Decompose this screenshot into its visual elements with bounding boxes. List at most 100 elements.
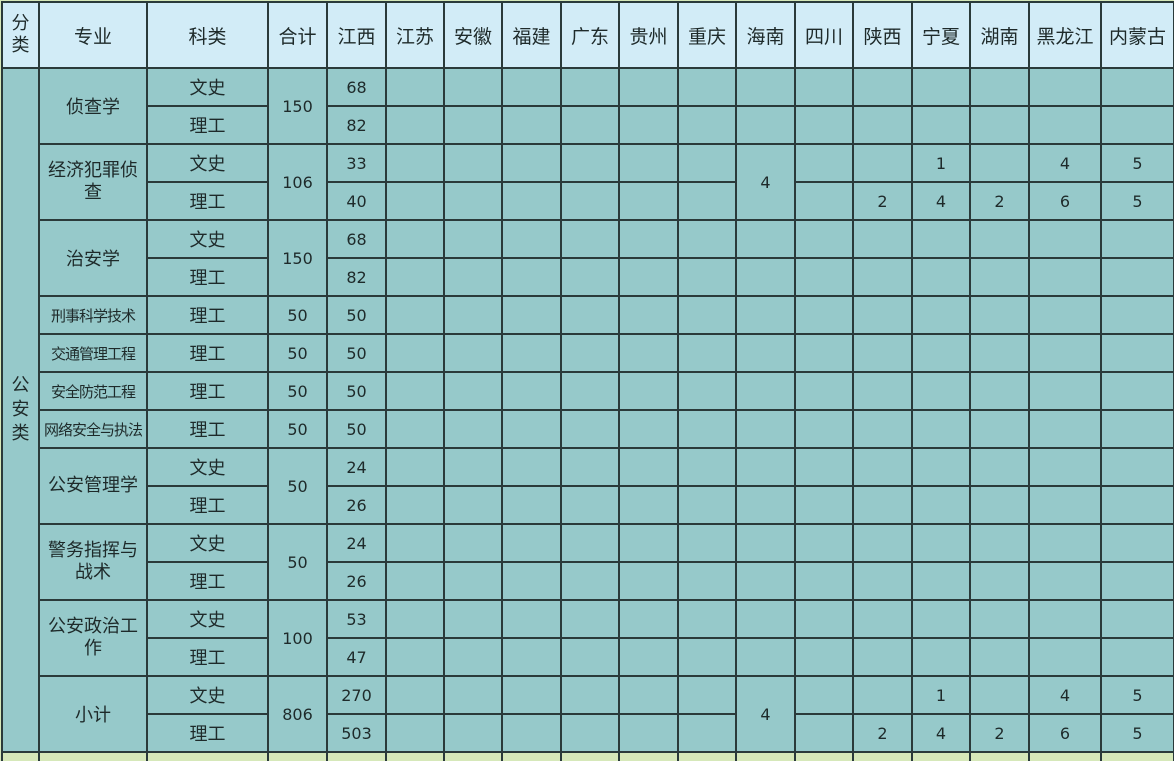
province-value	[852, 523, 913, 563]
province-value: 26	[326, 561, 387, 601]
province-value	[618, 713, 679, 753]
province-value	[794, 105, 854, 145]
province-value	[794, 333, 854, 373]
province-value	[1028, 637, 1102, 677]
province-value	[560, 181, 620, 221]
province-value	[501, 409, 562, 449]
header-province: 江西	[326, 1, 387, 69]
total-value: 50	[267, 447, 328, 525]
table-row: 理工 40 2 4 2 6 5	[2, 181, 1174, 221]
province-value	[852, 219, 913, 259]
province-value: 4	[911, 713, 971, 753]
province-value	[1028, 257, 1102, 297]
province-value	[677, 447, 737, 487]
table-row: 经济犯罪侦查 文史 106 33 4 1 4 5	[2, 143, 1174, 221]
province-value: 2	[969, 181, 1030, 221]
province-value: 4	[911, 181, 971, 221]
province-value	[1100, 599, 1174, 639]
subject-type: 理工	[146, 409, 269, 449]
province-value	[443, 561, 503, 601]
province-value	[911, 599, 971, 639]
province-value	[385, 599, 445, 639]
province-value	[443, 409, 503, 449]
table-row: 理工 503 2 4 2 6 5	[2, 713, 1174, 753]
footer-cell	[1, 751, 40, 761]
province-value	[911, 219, 971, 259]
header-province: 广东	[560, 1, 620, 69]
province-value	[385, 219, 445, 259]
province-value	[677, 219, 737, 259]
province-value	[911, 447, 971, 487]
subject-type: 理工	[146, 713, 269, 753]
province-value	[911, 105, 971, 145]
table-row: 理工 47	[2, 637, 1174, 677]
province-value	[969, 523, 1030, 563]
province-value	[677, 713, 737, 753]
province-value	[1100, 637, 1174, 677]
major-name: 侦查学	[38, 67, 148, 145]
province-value: 5	[1100, 181, 1174, 221]
province-value	[1028, 219, 1102, 259]
province-value	[618, 485, 679, 525]
subject-type: 文史	[146, 447, 269, 487]
province-value	[794, 143, 854, 183]
province-value	[794, 181, 854, 221]
province-value: 5	[1100, 143, 1174, 183]
subject-type: 理工	[146, 485, 269, 525]
province-value	[969, 257, 1030, 297]
province-value	[794, 67, 854, 107]
total-value: 150	[267, 67, 328, 145]
province-value	[385, 371, 445, 411]
header-province: 四川	[794, 1, 854, 69]
province-value	[501, 219, 562, 259]
province-value	[794, 675, 854, 715]
province-value: 1	[911, 675, 971, 715]
province-value	[385, 105, 445, 145]
header-row: 分类 专业 科类 合计 江西 江苏 安徽 福建 广东 贵州 重庆 海南 四川 陕西 宁夏 湖南 黑龙江内…	[1, 1, 1174, 69]
subject-type: 理工	[146, 333, 269, 373]
province-value	[735, 257, 796, 297]
province-value	[911, 333, 971, 373]
province-value	[735, 485, 796, 525]
footer-cell	[326, 751, 387, 761]
province-value	[1028, 409, 1102, 449]
footer-cell	[618, 751, 679, 761]
province-value	[1028, 447, 1102, 487]
province-value	[677, 561, 737, 601]
footer-cell	[560, 751, 620, 761]
province-value	[969, 105, 1030, 145]
province-value	[677, 67, 737, 107]
province-value	[443, 447, 503, 487]
province-value	[911, 295, 971, 335]
province-value	[560, 295, 620, 335]
footer-cell	[385, 751, 445, 761]
province-value	[911, 371, 971, 411]
table-row: 安全防范工程 理工 50 50	[2, 371, 1174, 411]
province-value	[501, 295, 562, 335]
header-province: 陕西	[852, 1, 913, 69]
province-value	[852, 409, 913, 449]
table-row: 理工 82	[2, 257, 1174, 297]
province-value	[677, 485, 737, 525]
province-value	[1100, 523, 1174, 563]
province-value	[794, 257, 854, 297]
province-value	[443, 143, 503, 183]
province-value	[969, 485, 1030, 525]
province-value	[735, 561, 796, 601]
province-value	[852, 371, 913, 411]
province-value	[443, 67, 503, 107]
province-value	[385, 447, 445, 487]
footer-cell	[735, 751, 796, 761]
province-value: 53	[326, 599, 387, 639]
province-value	[852, 447, 913, 487]
subject-type: 理工	[146, 637, 269, 677]
province-value	[1100, 219, 1174, 259]
province-value: 1	[911, 143, 971, 183]
province-value: 4	[1028, 675, 1102, 715]
province-value	[969, 637, 1030, 677]
province-value: 24	[326, 523, 387, 563]
table-row: 网络安全与执法 理工 50 50	[2, 409, 1174, 449]
table-row: 公安类 侦查学 文史 150 68	[1, 67, 1174, 753]
province-value	[677, 257, 737, 297]
province-value	[501, 257, 562, 297]
